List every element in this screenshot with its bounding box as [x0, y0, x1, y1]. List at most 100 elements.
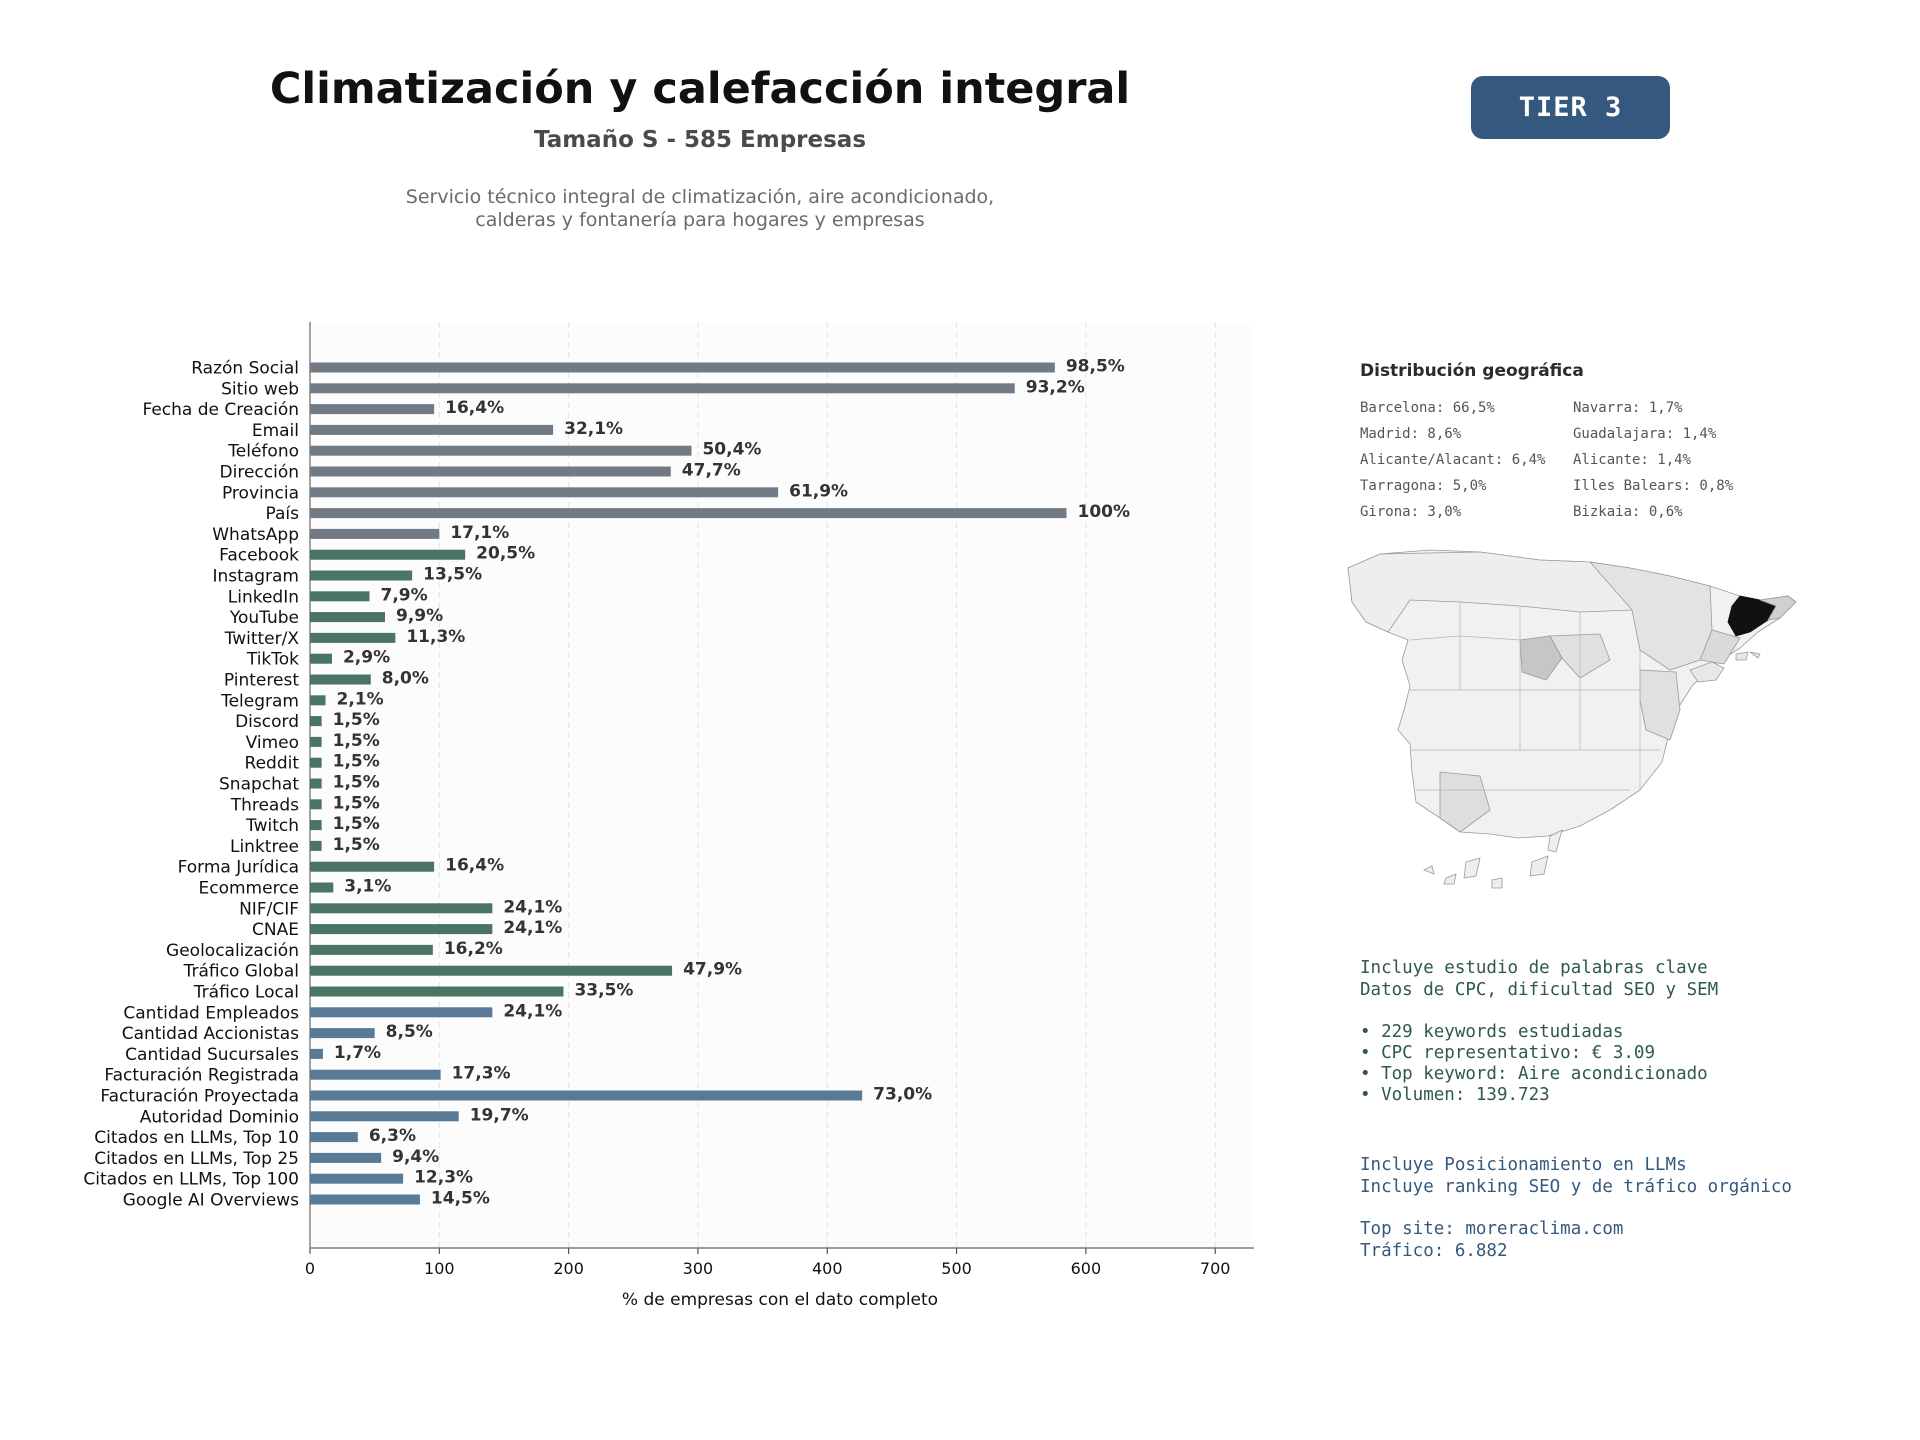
llm-line-1: Incluye Posicionamiento en LLMs [1360, 1155, 1687, 1175]
geo-item: Illes Balears: 0,8% [1573, 478, 1734, 494]
category-label: Twitter/X [224, 629, 300, 649]
category-label: Citados en LLMs, Top 100 [83, 1170, 299, 1190]
data-label: 1,5% [333, 835, 380, 855]
category-label: Geolocalización [166, 941, 299, 961]
data-label: 24,1% [503, 918, 562, 938]
page-description: Servicio técnico integral de climatizaci… [0, 186, 1400, 232]
category-label: Autoridad Dominio [140, 1107, 299, 1127]
category-label: Forma Jurídica [178, 858, 299, 878]
category-label: CNAE [252, 920, 299, 940]
category-label: Twitch [245, 816, 299, 836]
bar [310, 1007, 493, 1018]
category-label: Linktree [230, 837, 299, 857]
bar [310, 549, 466, 560]
top-site: Top site: moreraclima.com [1360, 1219, 1624, 1239]
category-label: Citados en LLMs, Top 10 [94, 1128, 299, 1148]
data-label: 1,5% [333, 793, 380, 813]
x-tick-label: 0 [305, 1259, 315, 1278]
category-label: Vimeo [246, 733, 299, 753]
data-label: 32,1% [564, 419, 623, 439]
bar [310, 591, 370, 602]
bar [310, 1028, 375, 1039]
data-label: 73,0% [873, 1085, 932, 1105]
bar [310, 1111, 459, 1122]
data-label: 17,3% [452, 1064, 511, 1084]
data-label: 1,5% [333, 731, 380, 751]
category-label: Teléfono [227, 442, 299, 462]
geo-item: Tarragona: 5,0% [1360, 478, 1487, 494]
map-region-huelva [1439, 771, 1491, 833]
bar [310, 882, 334, 893]
bar [310, 944, 433, 955]
data-label: 1,5% [333, 752, 380, 772]
category-label: WhatsApp [212, 525, 299, 545]
bar [310, 528, 440, 539]
data-label: 1,5% [333, 773, 380, 793]
bar [310, 695, 326, 706]
bar [310, 674, 371, 685]
data-label: 6,3% [369, 1126, 416, 1146]
tier-badge: TIER 3 [1471, 76, 1670, 139]
category-label: Fecha de Creación [142, 400, 299, 420]
bar [310, 612, 386, 623]
llm-line-2: Incluye ranking SEO y de tráfico orgánic… [1360, 1177, 1792, 1197]
bar [310, 383, 1015, 394]
data-label: 8,5% [386, 1022, 433, 1042]
data-label: 50,4% [702, 440, 761, 460]
data-label: 24,1% [503, 897, 562, 917]
bar [310, 716, 322, 727]
data-label: 24,1% [503, 1001, 562, 1021]
data-label: 47,9% [683, 960, 742, 980]
data-label: 9,9% [396, 606, 443, 626]
bar [310, 404, 435, 415]
x-tick-label: 100 [424, 1259, 455, 1278]
data-label: 1,5% [333, 814, 380, 834]
bar [310, 840, 322, 851]
bar [310, 1152, 382, 1163]
x-tick-label: 300 [683, 1259, 714, 1278]
page-title: Climatización y calefacción integral [269, 64, 1131, 114]
bar [310, 508, 1067, 519]
data-label: 2,1% [337, 689, 384, 709]
data-label: 16,4% [445, 398, 504, 418]
bar [310, 820, 322, 831]
data-label: 3,1% [344, 877, 391, 897]
bar [310, 1132, 358, 1143]
data-label: 9,4% [392, 1147, 439, 1167]
category-label: LinkedIn [228, 587, 299, 607]
map-region-valencia [1639, 669, 1681, 741]
category-label: Dirección [220, 463, 299, 483]
data-label: 1,7% [334, 1043, 381, 1063]
category-label: País [266, 504, 300, 524]
bar [310, 1090, 863, 1101]
data-label: 16,4% [445, 856, 504, 876]
geo-item: Guadalajara: 1,4% [1573, 426, 1717, 442]
x-tick-label: 400 [812, 1259, 843, 1278]
geo-item: Girona: 3,0% [1360, 504, 1462, 520]
data-label: 61,9% [789, 481, 848, 501]
category-label: Email [252, 421, 299, 441]
keywords-bullet: • 229 keywords estudiadas [1360, 1022, 1624, 1042]
keywords-bullet: • Top keyword: Aire acondicionado [1360, 1064, 1708, 1084]
category-label: Pinterest [224, 671, 299, 691]
category-label: Cantidad Accionistas [122, 1024, 299, 1044]
spain-province-map [1347, 549, 1797, 889]
category-label: Facturación Proyectada [100, 1087, 299, 1107]
bar [310, 466, 671, 477]
data-label: 19,7% [470, 1105, 529, 1125]
category-label: Snapchat [219, 775, 299, 795]
data-label: 8,0% [382, 669, 429, 689]
category-label: YouTube [229, 608, 299, 628]
category-label: Threads [230, 795, 299, 815]
bar [310, 570, 413, 581]
bar [310, 986, 564, 997]
data-label: 14,5% [431, 1189, 490, 1209]
top-site-traffic: Tráfico: 6.882 [1360, 1241, 1508, 1261]
bar [310, 736, 322, 747]
category-label: Cantidad Empleados [123, 1003, 299, 1023]
geo-item: Alicante: 1,4% [1573, 452, 1692, 468]
bar [310, 424, 554, 435]
bar [310, 1194, 420, 1205]
category-label: Reddit [245, 754, 300, 774]
geo-item: Barcelona: 66,5% [1360, 400, 1495, 416]
